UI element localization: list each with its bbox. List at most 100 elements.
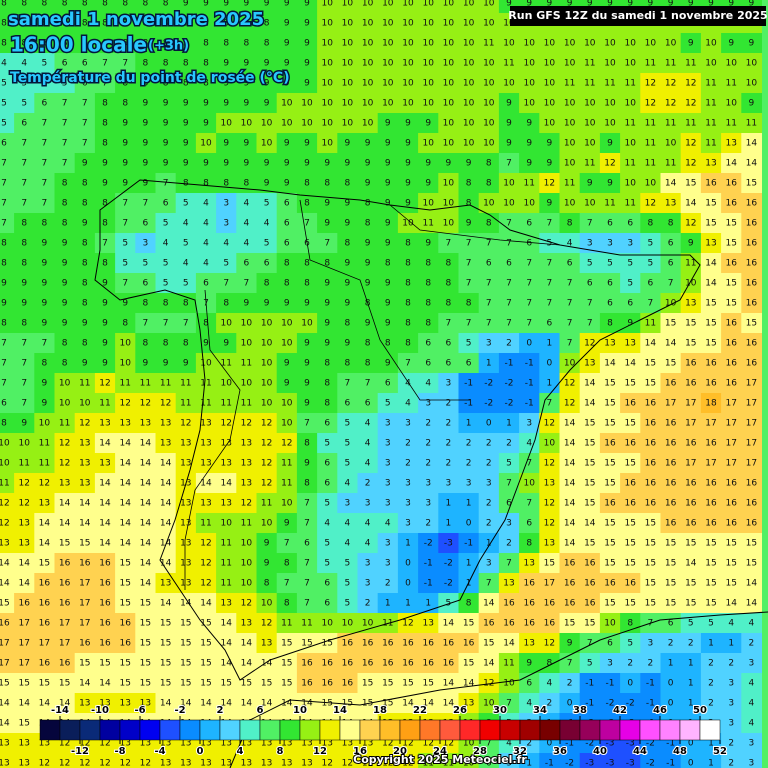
value: 15 [59, 679, 70, 689]
cell [519, 73, 540, 94]
cell [296, 53, 318, 74]
cell [599, 113, 621, 134]
value: 8 [21, 0, 27, 9]
cell [559, 253, 581, 274]
value: 10 [483, 79, 495, 89]
value: 14 [119, 439, 131, 449]
value: 10 [321, 19, 333, 29]
value: 14 [160, 599, 172, 609]
value: 8 [42, 0, 48, 9]
value: 6 [607, 279, 613, 289]
cell [599, 293, 621, 314]
value: 6 [143, 279, 149, 289]
value: 13 [261, 639, 272, 649]
value: 12 [564, 379, 575, 389]
cell [74, 113, 96, 134]
cell [115, 313, 136, 334]
value: 16 [321, 679, 333, 689]
value: 9 [385, 159, 391, 169]
legend-box [339, 719, 361, 741]
cell [377, 53, 399, 74]
value: 5 [627, 279, 633, 289]
value: 12 [645, 199, 656, 209]
cell [377, 13, 399, 34]
cell [478, 113, 500, 134]
cell [418, 313, 439, 334]
value: 15 [746, 539, 757, 549]
value: 14 [140, 539, 152, 549]
value: 9 [21, 419, 27, 429]
value: 14 [119, 479, 131, 489]
value: 12 [544, 499, 555, 509]
value: 11 [503, 59, 514, 69]
value: 2 [627, 659, 633, 669]
value: 6 [345, 399, 351, 409]
value: 9 [223, 159, 229, 169]
cell [519, 173, 540, 194]
value: 16 [39, 619, 51, 629]
value: 14 [140, 479, 152, 489]
value: 10 [544, 119, 556, 129]
value: 9 [223, 59, 229, 69]
cell [236, 53, 257, 74]
cell [741, 273, 762, 294]
cell [660, 313, 682, 334]
value: 17 [39, 639, 50, 649]
cell [276, 53, 298, 74]
cell [478, 53, 500, 74]
value: 9 [365, 279, 371, 289]
cell [34, 233, 55, 254]
value: 7 [304, 599, 310, 609]
cell [559, 93, 581, 114]
value: 15 [140, 659, 151, 669]
value: 10 [281, 399, 293, 409]
value: 15 [180, 679, 191, 689]
cell [721, 33, 742, 54]
cell [256, 0, 278, 14]
value: 4 [526, 439, 532, 449]
value: 16 [746, 259, 758, 269]
value: 5 [183, 199, 189, 209]
value: 4 [749, 699, 755, 709]
cell [236, 133, 257, 154]
value: 10 [261, 119, 273, 129]
value: 13 [180, 539, 191, 549]
value: 10 [59, 399, 71, 409]
cell [539, 153, 560, 174]
value: 16 [39, 579, 51, 589]
value: 9 [183, 359, 189, 369]
cell [317, 0, 338, 14]
cell [498, 33, 520, 54]
cell [296, 73, 318, 94]
value: 14 [160, 459, 172, 469]
value: -1 [525, 359, 534, 369]
cell [357, 233, 379, 254]
value: -1 [646, 679, 655, 689]
value: 14 [160, 559, 172, 569]
cell [498, 313, 520, 334]
legend-box [259, 719, 281, 741]
cell [640, 293, 661, 314]
cell [438, 153, 459, 174]
value: 9 [264, 0, 270, 9]
cell [337, 313, 358, 334]
value: 10 [443, 119, 455, 129]
value: 16 [665, 519, 677, 529]
value: 3 [728, 679, 734, 689]
cell [0, 53, 15, 74]
value: 11 [624, 199, 635, 209]
cell [276, 113, 298, 134]
value: 12 [200, 559, 211, 569]
cell [458, 93, 480, 114]
value: 7 [526, 279, 532, 289]
cell [579, 173, 601, 194]
value: 14 [160, 499, 172, 509]
value: 17 [685, 399, 696, 409]
value: 12 [59, 439, 70, 449]
cell [377, 33, 399, 54]
cell [74, 33, 96, 54]
value: 1 [466, 559, 472, 569]
cell [14, 0, 35, 14]
value: 13 [160, 419, 171, 429]
cell [357, 0, 379, 14]
